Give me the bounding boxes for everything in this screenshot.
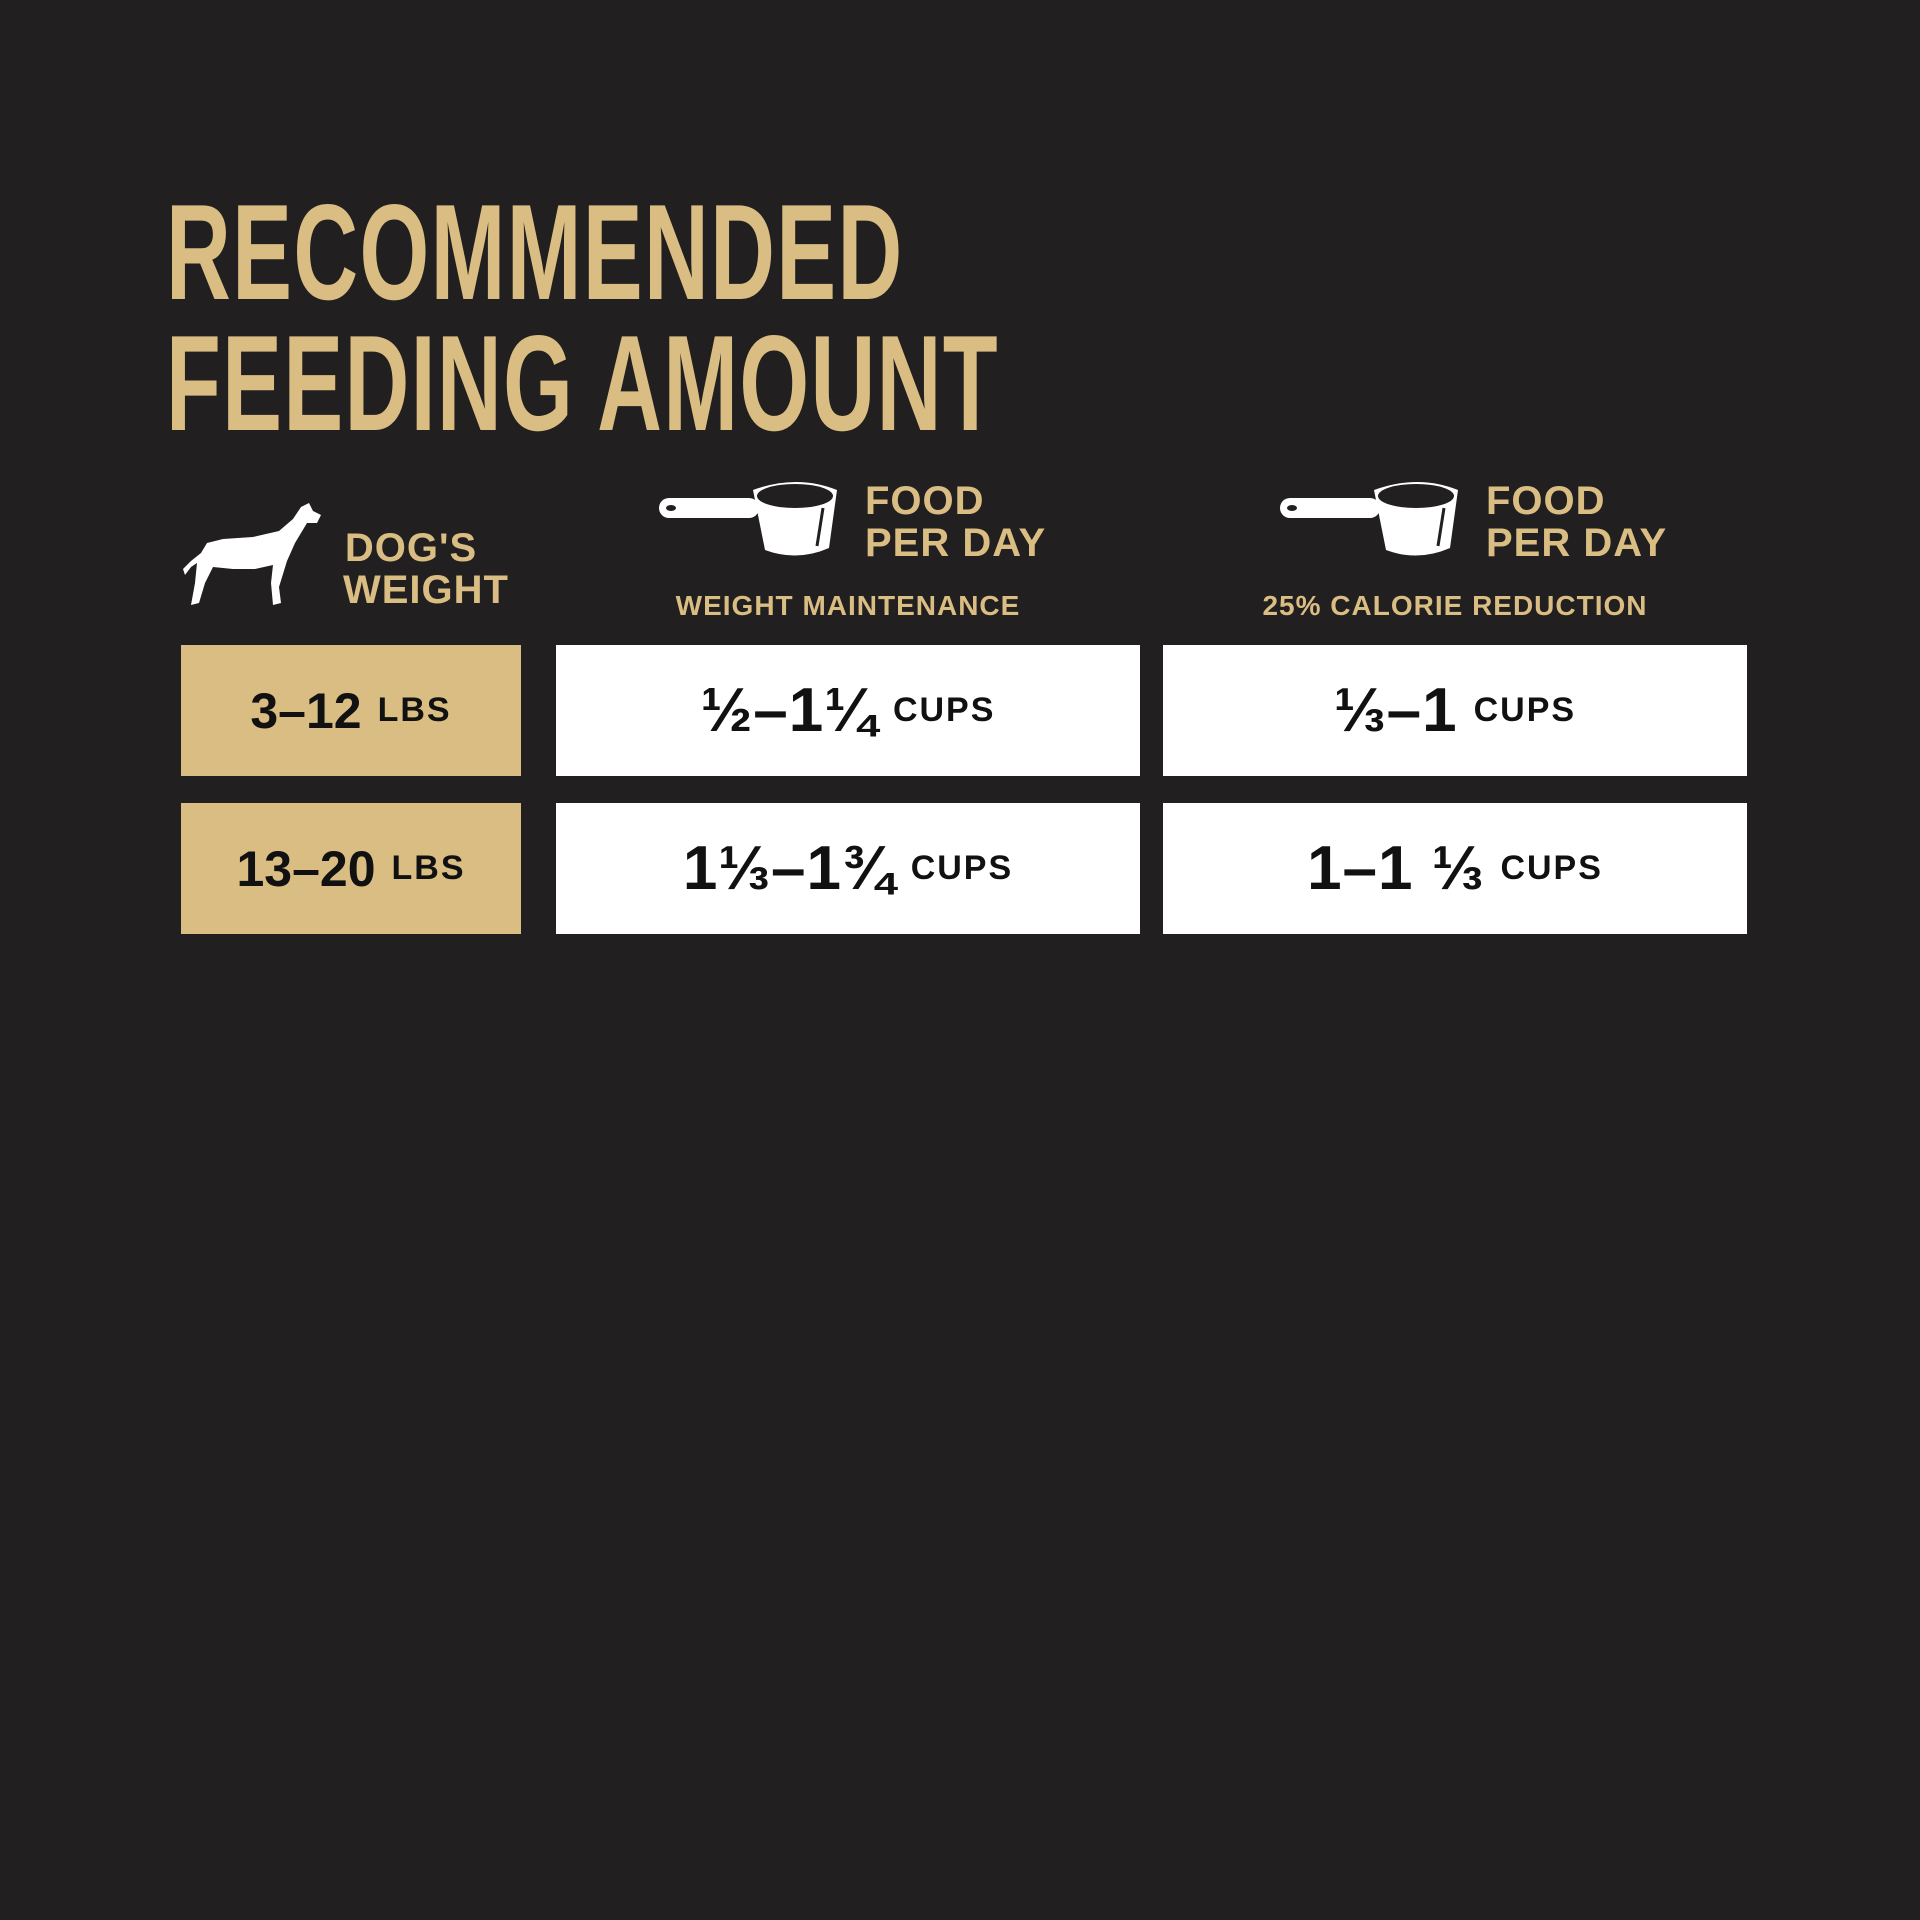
- cups-unit: CUPS: [910, 849, 1014, 887]
- maintenance-value: 1⅓–1¾: [682, 834, 895, 903]
- header-line-2: PER DAY: [1486, 521, 1668, 565]
- maintenance-cell: ½–1¼ CUPS: [556, 645, 1140, 776]
- title-line-1: RECOMMENDED: [166, 176, 904, 328]
- food-per-day-header-maintenance: FOOD PER DAY: [865, 480, 1046, 564]
- maintenance-value: ½–1¼: [700, 676, 877, 745]
- weight-unit: LBS: [377, 691, 452, 729]
- title-line-2: FEEDING AMOUNT: [166, 307, 999, 459]
- measuring-cup-icon: [1280, 482, 1458, 556]
- weight-value: 3–12: [250, 682, 362, 739]
- weight-cell: 13–20 LBS: [181, 803, 521, 934]
- food-per-day-header-reduction: FOOD PER DAY: [1486, 480, 1667, 564]
- measuring-cup-icon: [659, 482, 837, 556]
- cups-unit: CUPS: [892, 691, 996, 729]
- reduction-value: 1–1 ⅓: [1307, 834, 1485, 903]
- cups-unit: CUPS: [1500, 849, 1603, 887]
- reduction-cell: 1–1 ⅓ CUPS: [1163, 803, 1747, 934]
- weight-maintenance-subtitle: WEIGHT MAINTENANCE: [675, 590, 1021, 621]
- header-line-2: WEIGHT: [343, 568, 509, 612]
- maintenance-cell: 1⅓–1¾ CUPS: [556, 803, 1140, 934]
- weight-value: 13–20: [236, 840, 376, 897]
- cups-unit: CUPS: [1473, 691, 1577, 729]
- dogs-weight-header: DOG'S WEIGHT: [343, 526, 509, 612]
- weight-cell: 3–12 LBS: [181, 645, 521, 776]
- header-line-1: FOOD: [865, 479, 985, 523]
- header-line-1: DOG'S: [344, 526, 478, 570]
- header-line-1: FOOD: [1486, 479, 1606, 523]
- calorie-reduction-subtitle: 25% CALORIE REDUCTION: [1262, 590, 1648, 621]
- reduction-cell: ⅓–1 CUPS: [1163, 645, 1747, 776]
- dog-icon: [183, 503, 321, 605]
- reduction-value: ⅓–1: [1333, 676, 1458, 745]
- weight-unit: LBS: [391, 849, 466, 887]
- header-line-2: PER DAY: [865, 521, 1047, 565]
